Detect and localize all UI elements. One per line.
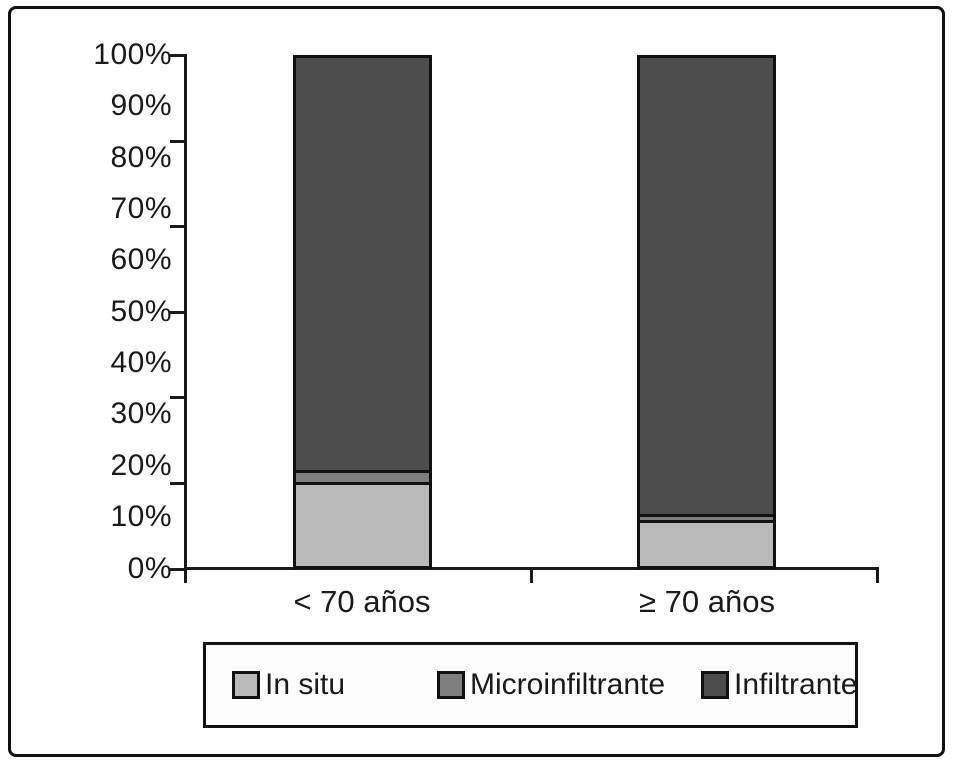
y-axis-label: 90%	[110, 89, 172, 123]
x-axis-category-label: ≥ 70 años	[639, 584, 775, 619]
y-tick-mark	[170, 54, 185, 57]
bar-segment-infiltrante	[640, 58, 773, 514]
legend-item-infiltrante: Infiltrante	[701, 645, 857, 725]
legend-label-infiltrante: Infiltrante	[734, 668, 858, 701]
infiltrante-swatch-icon	[701, 671, 729, 699]
y-tick-mark	[170, 396, 185, 400]
legend-label-microinfiltrante: Microinfiltrante	[470, 668, 666, 701]
x-tick-mark	[530, 567, 533, 583]
in-situ-swatch-icon	[232, 671, 260, 699]
bar-segment-infiltrante	[296, 58, 429, 470]
bar-segment-microinfiltrante	[640, 513, 773, 521]
bar-segment-microinfiltrante	[296, 469, 429, 482]
bar-segment-in-situ	[640, 520, 773, 566]
stacked-bar-1	[293, 55, 432, 569]
x-axis-category-label: < 70 años	[293, 584, 431, 619]
microinfiltrante-swatch-icon	[437, 671, 465, 699]
y-tick-mark	[170, 481, 185, 485]
y-tick-mark	[170, 225, 185, 229]
y-tick-mark	[170, 310, 185, 314]
y-axis-label: 60%	[110, 243, 172, 277]
y-axis-label: 20%	[110, 448, 172, 482]
x-tick-mark	[876, 567, 879, 583]
legend: In situ Microinfiltrante Infiltrante	[203, 642, 858, 728]
y-axis-line	[184, 54, 187, 570]
y-axis-label: 70%	[110, 192, 172, 226]
y-axis-label: 0%	[127, 551, 172, 585]
y-axis-label: 30%	[110, 397, 172, 431]
legend-item-in-situ: In situ	[232, 645, 345, 725]
y-axis-label: 10%	[110, 500, 172, 534]
y-axis-label: 100%	[93, 38, 172, 71]
legend-label-in-situ: In situ	[265, 668, 346, 701]
y-axis-label: 50%	[110, 294, 172, 328]
legend-item-microinfiltrante: Microinfiltrante	[437, 645, 665, 725]
bar-segment-in-situ	[296, 481, 429, 566]
y-tick-mark	[170, 139, 185, 143]
y-tick-mark	[170, 567, 185, 571]
stacked-bar-2	[637, 55, 776, 569]
y-axis-label: 40%	[110, 346, 172, 380]
figure-border	[8, 6, 945, 757]
x-tick-mark	[184, 567, 187, 583]
y-axis-label: 80%	[110, 140, 172, 174]
